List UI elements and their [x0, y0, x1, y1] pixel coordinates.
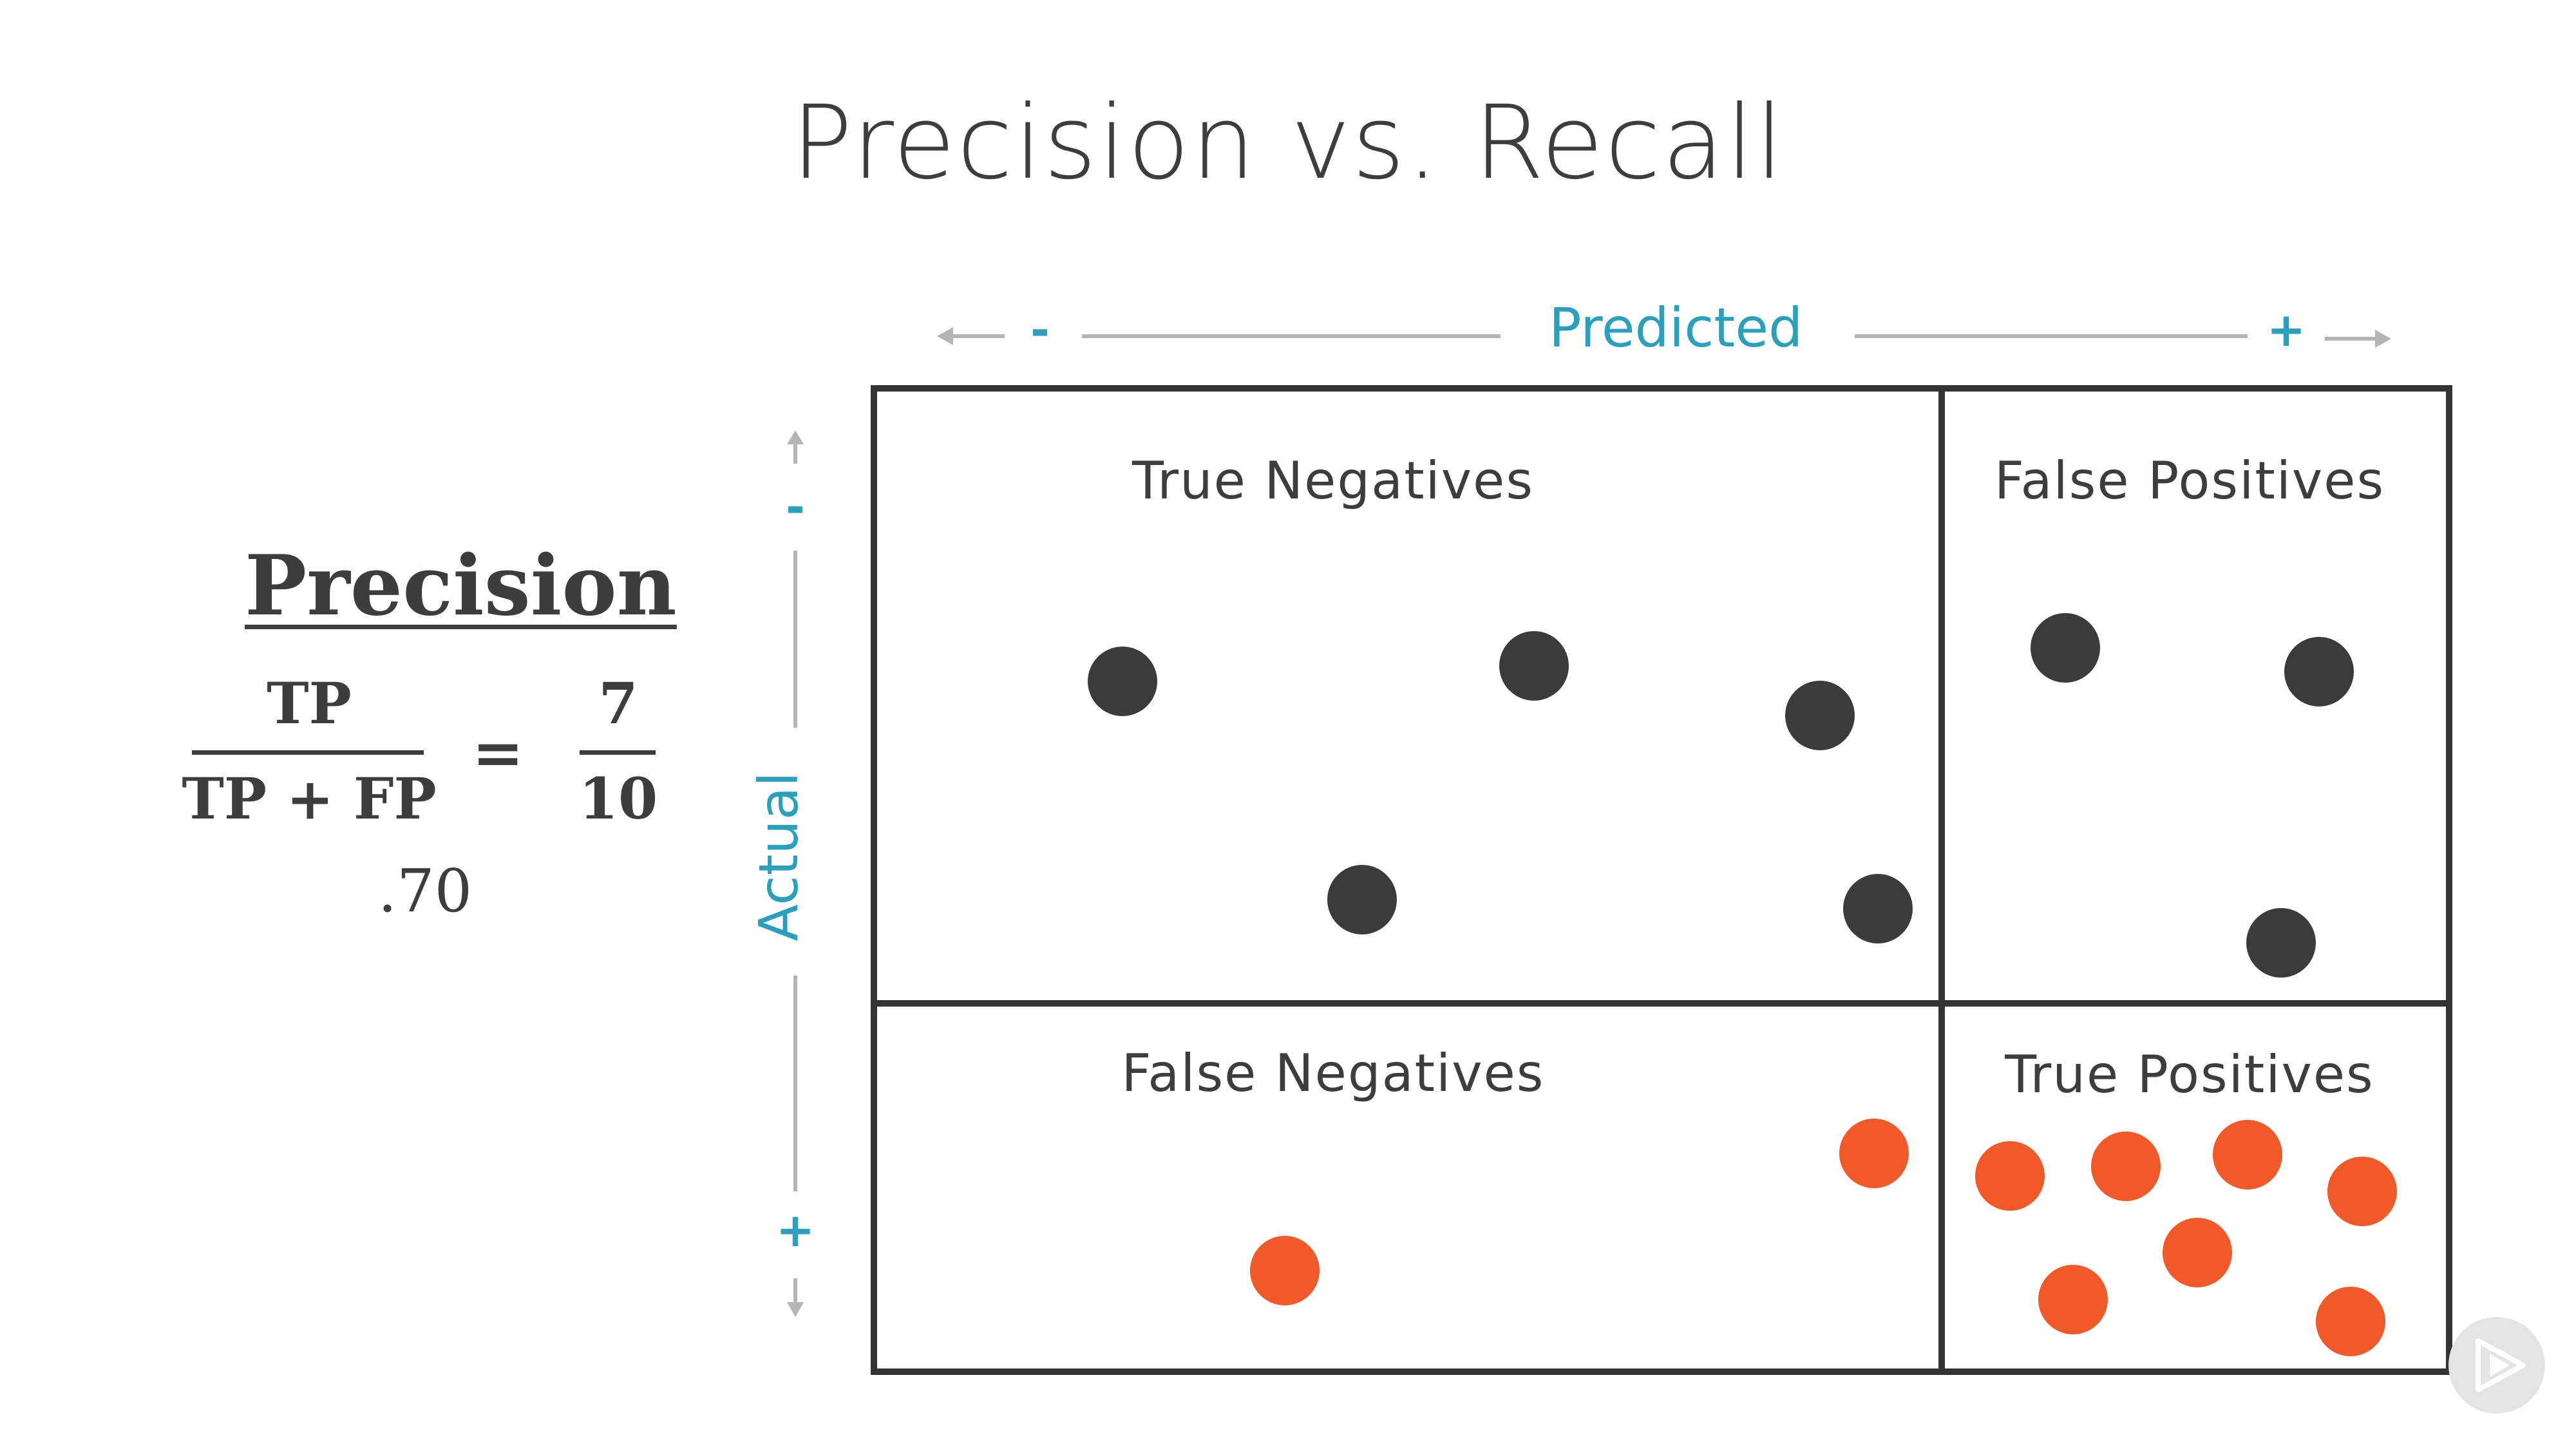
predicted-axis-arrows: [937, 327, 2391, 348]
true-negative-dot: [1785, 681, 1855, 750]
actual-top-arrowhead: [787, 430, 804, 444]
formula-fraction-bar: [192, 750, 424, 755]
true-positive-dot: [2327, 1157, 2397, 1226]
matrix-grid: [871, 385, 2452, 1375]
formula-numerator: TP: [267, 670, 352, 737]
true-negative-dot: [1499, 631, 1569, 701]
formula-result: .70: [377, 857, 473, 925]
true-positive-dot: [2316, 1287, 2385, 1356]
actual-bottom-arrowhead: [787, 1302, 804, 1317]
value-denominator: 10: [578, 765, 658, 832]
cell-label-false-negatives: False Negatives: [1121, 1043, 1545, 1103]
actual-positive-sign: +: [775, 1203, 815, 1257]
true-negative-dot: [1088, 647, 1157, 716]
cell-label-false-positives: False Positives: [1994, 451, 2385, 511]
matrix-outer-border: [871, 385, 2452, 1375]
false-negative-dot: [1250, 1236, 1320, 1305]
cell-label-true-negatives: True Negatives: [1132, 451, 1535, 511]
true-positive-dot: [2038, 1265, 2108, 1334]
value-numerator: 7: [598, 670, 638, 737]
true-positives-dots: [1975, 1120, 2397, 1356]
true-positive-dot: [1975, 1141, 2045, 1211]
predicted-axis-label: Predicted: [1549, 296, 1803, 359]
false-positive-dot: [2246, 908, 2316, 978]
play-logo-icon: [2448, 1317, 2545, 1414]
predicted-right-arrowhead: [2375, 330, 2391, 348]
formula-denominator: TP + FP: [182, 765, 437, 832]
true-positive-dot: [2213, 1120, 2282, 1189]
false-negatives-dots: [1250, 1119, 1909, 1305]
slide-title: Precision vs. Recall: [791, 84, 1785, 202]
value-fraction-bar: [580, 750, 656, 755]
predicted-left-arrowhead: [937, 327, 953, 345]
actual-axis-arrows: [787, 430, 804, 1317]
false-negative-dot: [1839, 1119, 1909, 1188]
false-positives-dots: [2031, 613, 2354, 978]
precision-heading: Precision: [245, 538, 677, 634]
true-negative-dot: [1843, 874, 1913, 943]
formula-equals-sign: =: [472, 716, 524, 789]
true-positive-dot: [2163, 1218, 2232, 1287]
predicted-negative-sign: -: [1030, 303, 1050, 357]
predicted-positive-sign: +: [2266, 303, 2306, 357]
true-negative-dot: [1327, 865, 1397, 934]
true-negatives-dots: [1088, 631, 1913, 943]
actual-negative-sign: -: [786, 480, 805, 534]
cell-label-true-positives: True Positives: [2005, 1045, 2374, 1104]
true-positive-dot: [2091, 1132, 2161, 1201]
false-positive-dot: [2284, 637, 2354, 706]
false-positive-dot: [2031, 613, 2100, 683]
